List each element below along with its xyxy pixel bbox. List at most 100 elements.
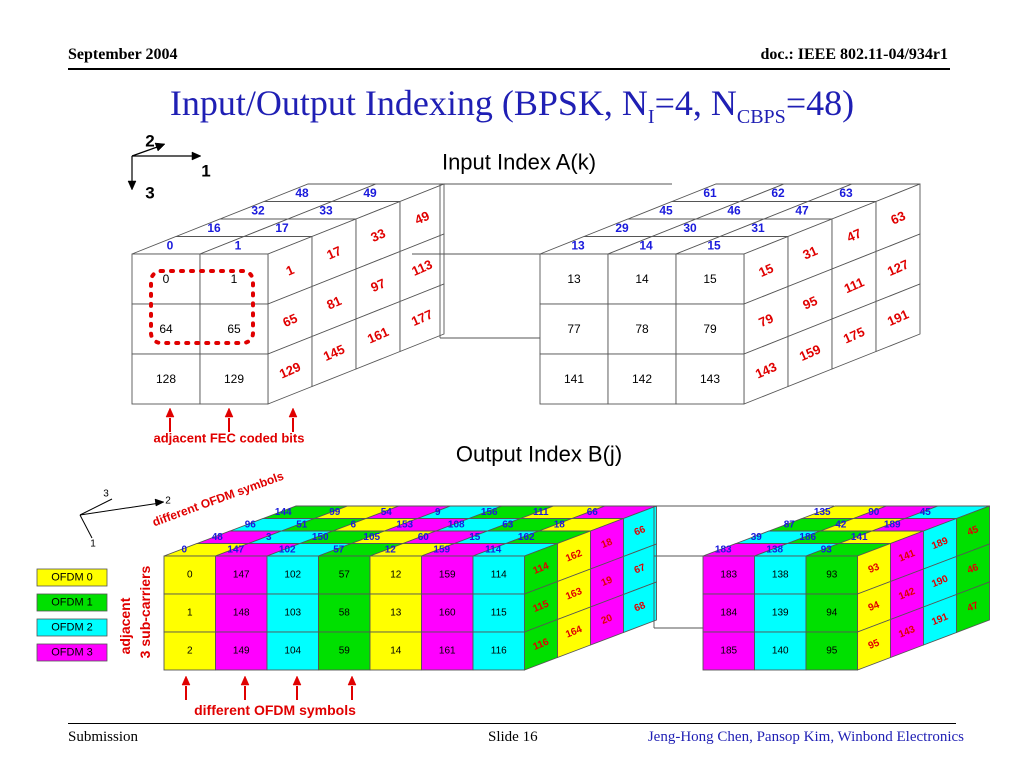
side-label: 95 (800, 293, 819, 313)
top-label: 156 (481, 507, 498, 518)
footer-rule (68, 723, 956, 724)
top-label: 96 (245, 519, 257, 530)
front-label: 13 (390, 608, 402, 619)
front-cell (199, 253, 269, 305)
front-cell (215, 593, 268, 633)
front-label: 114 (491, 570, 507, 581)
side-label: 68 (633, 600, 648, 615)
front-label: 57 (339, 570, 351, 581)
top-label: 87 (784, 519, 796, 530)
top-label: 135 (814, 507, 831, 518)
arrow-head (191, 151, 202, 161)
top-label: 9 (435, 507, 441, 518)
top-label: 141 (851, 532, 868, 543)
front-cell (805, 555, 858, 595)
top-label: 32 (251, 203, 265, 217)
front-label: 0 (163, 272, 170, 286)
arrow-head (292, 675, 302, 686)
front-label: 2 (187, 646, 193, 657)
front-cell (754, 555, 807, 595)
output-right-block: 183 138 93 184 139 94 185 140 95 183 138 93 39 186 141… (702, 505, 990, 671)
front-cell (805, 631, 858, 671)
arrow-head (127, 180, 137, 191)
front-label: 183 (720, 570, 737, 581)
side-label: 95 (867, 637, 882, 652)
front-label: 14 (635, 272, 649, 286)
side-label: 19 (600, 574, 615, 589)
front-cell (266, 555, 319, 595)
front-label: 15 (703, 272, 717, 286)
top-label: 54 (381, 507, 393, 518)
side-label: 49 (412, 208, 431, 228)
side-label: 93 (867, 561, 882, 576)
output-vert-label-2: 3 sub-carriers (137, 565, 153, 658)
front-label: 141 (564, 372, 584, 386)
front-label: 104 (284, 646, 301, 657)
top-label: 6 (350, 519, 356, 530)
footer-slide-number: Slide 16 (488, 729, 538, 745)
arrow-head (181, 675, 191, 686)
arrow-head (240, 675, 250, 686)
arrow-head (165, 407, 175, 418)
front-label: 142 (632, 372, 652, 386)
top-label: 62 (771, 186, 785, 200)
axis-2-label: 2 (145, 132, 154, 151)
input-pointer-arrow (288, 407, 298, 432)
top-label: 31 (751, 221, 765, 235)
front-cell (472, 555, 525, 595)
header-doc-id: doc.: IEEE 802.11-04/934r1 (760, 46, 948, 63)
output-pointer-arrow (181, 675, 191, 700)
top-label: 16 (207, 221, 221, 235)
top-label: 93 (821, 544, 833, 555)
top-label: 1 (235, 238, 242, 252)
axis-3 (79, 498, 113, 516)
input-pointer-arrow (165, 407, 175, 432)
front-label: 64 (159, 322, 173, 336)
side-label: 17 (324, 243, 343, 263)
front-cell (199, 303, 269, 355)
front-cell (131, 303, 201, 355)
front-label: 1 (231, 272, 238, 286)
top-label: 0 (167, 238, 174, 252)
side-cell (875, 283, 921, 353)
legend-item-3: OFDM 3 (36, 643, 108, 662)
front-label: 65 (227, 322, 241, 336)
axis-1 (79, 514, 93, 539)
front-cell (318, 631, 371, 671)
top-label: 186 (799, 532, 816, 543)
axis-3-label: 3 (145, 184, 154, 203)
top-label: 159 (433, 544, 450, 555)
top-label: 14 (639, 238, 653, 252)
top-label: 144 (275, 507, 292, 518)
front-cell (199, 353, 269, 405)
top-label: 51 (296, 519, 308, 530)
front-cell (131, 253, 201, 305)
front-label: 149 (233, 646, 250, 657)
front-label: 129 (224, 372, 244, 386)
legend-item-2: OFDM 2 (36, 618, 108, 637)
front-label: 95 (826, 646, 838, 657)
front-label: 79 (703, 322, 717, 336)
front-cell (539, 253, 609, 305)
side-label: 66 (633, 524, 648, 539)
front-cell (421, 593, 474, 633)
top-label: 61 (703, 186, 717, 200)
front-label: 93 (826, 570, 838, 581)
top-label: 60 (418, 532, 430, 543)
front-cell (702, 593, 755, 633)
arrow-head (224, 407, 234, 418)
top-label: 108 (448, 519, 465, 530)
front-label: 159 (439, 570, 456, 581)
front-cell (702, 555, 755, 595)
top-label: 105 (363, 532, 380, 543)
output-pointer-arrow (240, 675, 250, 700)
front-label: 128 (156, 372, 176, 386)
footer-authors: Jeng-Hong Chen, Pansop Kim, Winbond Elec… (647, 729, 964, 745)
top-label: 12 (385, 544, 397, 555)
front-cell (421, 631, 474, 671)
top-label: 63 (839, 186, 853, 200)
front-label: 160 (439, 608, 456, 619)
legend-swatch (36, 618, 108, 637)
